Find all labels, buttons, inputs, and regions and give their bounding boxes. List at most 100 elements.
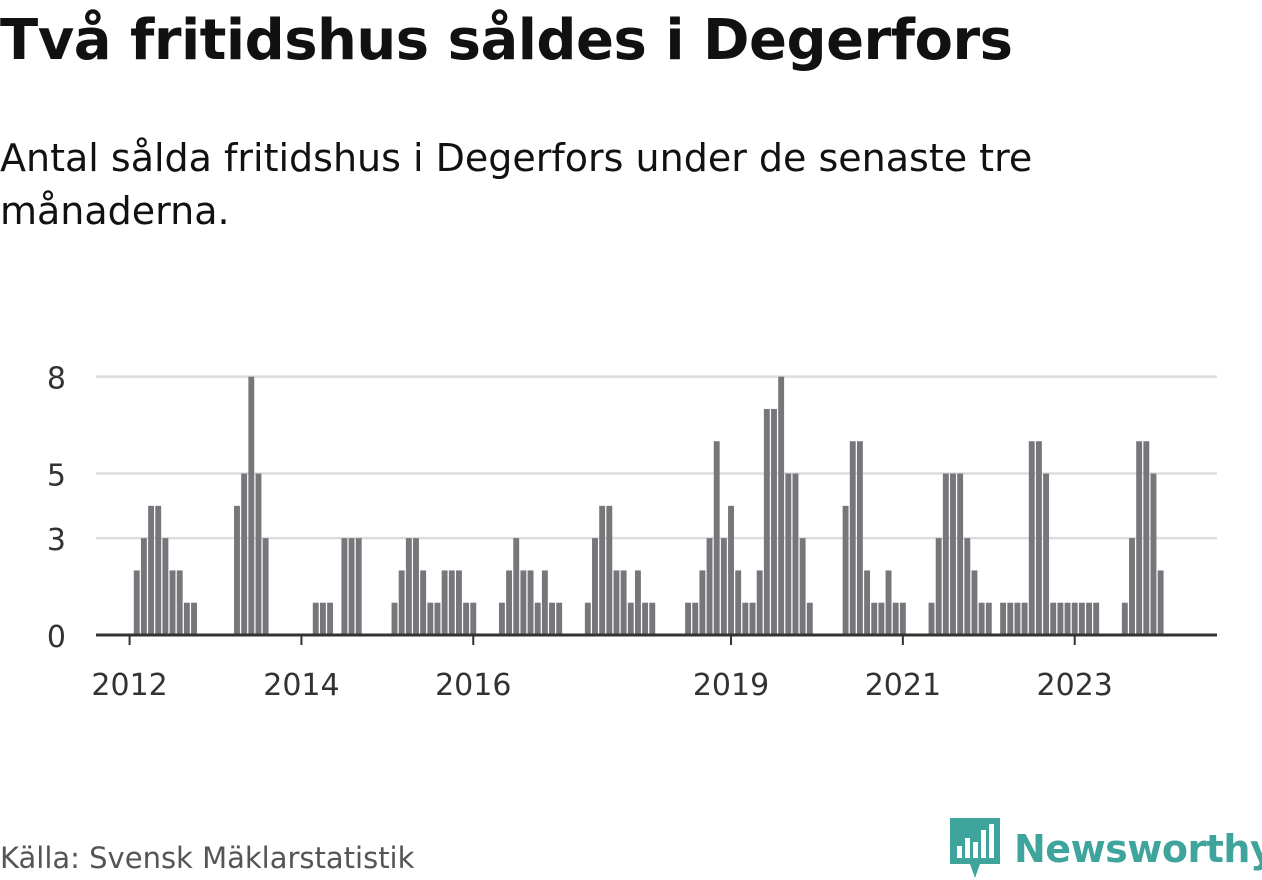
bar xyxy=(427,602,434,635)
bars xyxy=(133,376,1164,635)
bar xyxy=(162,538,169,635)
bar xyxy=(720,538,727,635)
bar xyxy=(771,408,777,635)
bar xyxy=(319,602,326,635)
y-tick-label: 5 xyxy=(47,459,66,494)
bar xyxy=(541,570,548,635)
bar xyxy=(1143,441,1150,635)
bar xyxy=(1086,602,1092,635)
bar xyxy=(1050,602,1057,635)
bar xyxy=(620,570,627,635)
bar xyxy=(534,602,541,635)
x-tick-label: 2016 xyxy=(435,668,511,703)
bar xyxy=(935,538,942,635)
bar xyxy=(592,538,598,635)
bar xyxy=(513,538,520,635)
bar xyxy=(420,570,427,635)
bar xyxy=(1064,602,1071,635)
bar xyxy=(699,570,706,635)
bar xyxy=(792,473,799,635)
bar xyxy=(463,602,470,635)
bar xyxy=(928,602,935,635)
bar xyxy=(327,602,334,635)
bar xyxy=(627,602,634,635)
bar xyxy=(312,602,319,635)
bar xyxy=(241,473,248,635)
bar-chart: 0 3 5 8 2012 2014 2016 2019 2021 2023 2 xyxy=(47,290,1217,703)
bar xyxy=(391,602,398,635)
bar xyxy=(785,473,792,635)
bar xyxy=(649,602,656,635)
y-tick-label: 3 xyxy=(47,523,66,558)
newsworthy-logo-icon xyxy=(950,818,1000,878)
bar xyxy=(441,570,448,635)
bar xyxy=(756,570,763,635)
bar xyxy=(1150,473,1157,635)
bar xyxy=(899,602,906,635)
bar xyxy=(942,473,949,635)
bar xyxy=(806,602,813,635)
y-axis-ticks: 0 3 5 8 xyxy=(47,362,66,655)
bar xyxy=(1157,570,1164,635)
bar-value-label: 2 xyxy=(1165,290,1184,298)
bar xyxy=(348,538,355,635)
bar xyxy=(763,408,770,635)
bar xyxy=(856,441,863,635)
x-tick-label: 2021 xyxy=(865,668,941,703)
bar xyxy=(191,602,197,635)
bar xyxy=(448,570,455,635)
bar xyxy=(556,602,563,635)
bar xyxy=(140,538,147,635)
x-tick-label: 2019 xyxy=(693,668,769,703)
bar xyxy=(498,602,505,635)
bar xyxy=(842,505,849,635)
bar xyxy=(176,570,183,635)
bar xyxy=(599,505,606,635)
bar xyxy=(971,570,978,635)
bar xyxy=(799,538,806,635)
bar xyxy=(169,570,176,635)
bar xyxy=(642,602,649,635)
y-tick-label: 8 xyxy=(47,362,66,397)
bar xyxy=(1093,602,1100,635)
bar xyxy=(155,505,162,635)
bar xyxy=(248,376,255,635)
bar xyxy=(1071,602,1078,635)
bar xyxy=(1057,602,1064,635)
bar xyxy=(878,602,885,635)
bar xyxy=(549,602,555,635)
bar xyxy=(778,376,785,635)
bar xyxy=(148,505,155,635)
x-axis-ticks: 2012 2014 2016 2019 2021 2023 xyxy=(91,635,1113,703)
bar xyxy=(1000,602,1007,635)
y-tick-label: 0 xyxy=(47,620,66,655)
bar xyxy=(1028,441,1035,635)
bar xyxy=(255,473,262,635)
bar xyxy=(742,602,749,635)
bar xyxy=(584,602,591,635)
brand-name: Newsworthy xyxy=(1014,827,1262,871)
bar xyxy=(849,441,856,635)
bar xyxy=(985,602,992,635)
bar xyxy=(735,570,742,635)
bar xyxy=(1078,602,1085,635)
bar xyxy=(606,505,613,635)
bar xyxy=(706,538,713,635)
bar xyxy=(506,570,513,635)
bar xyxy=(1121,602,1128,635)
bar xyxy=(635,570,641,635)
bar xyxy=(1035,441,1042,635)
bar xyxy=(892,602,899,635)
bar xyxy=(713,441,720,635)
x-tick-label: 2014 xyxy=(263,668,339,703)
chart-subtitle: Antal sålda fritidshus i Degerfors under… xyxy=(0,136,1033,233)
bar xyxy=(434,602,441,635)
annotation: 2 xyxy=(1161,290,1188,302)
bar xyxy=(234,505,240,635)
bar xyxy=(685,602,692,635)
bar xyxy=(871,602,878,635)
bar xyxy=(133,570,140,635)
bar xyxy=(728,505,734,635)
bar xyxy=(1043,473,1050,635)
bar xyxy=(341,538,348,635)
